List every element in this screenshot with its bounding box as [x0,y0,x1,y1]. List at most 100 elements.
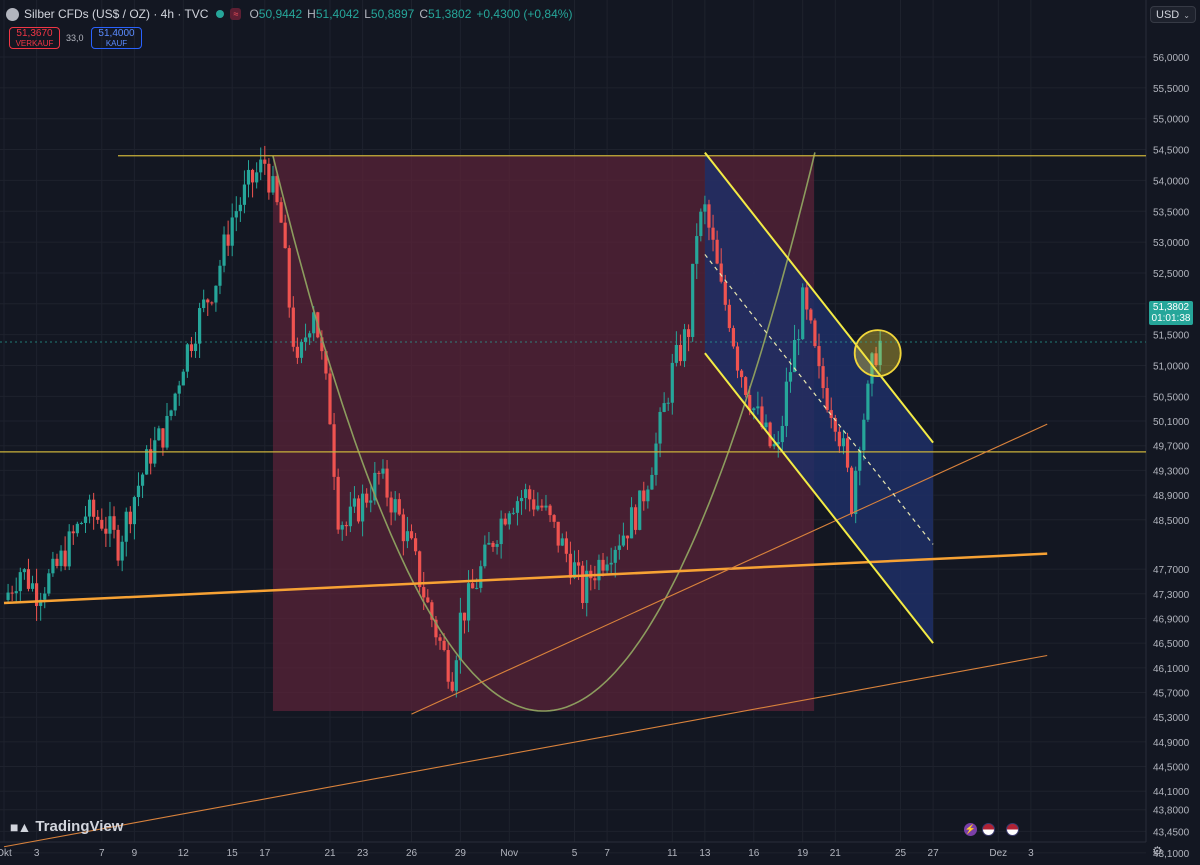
candle-body [544,505,548,508]
candle-body [556,521,560,546]
candle-body [218,265,222,286]
price-tick-label: 48,9000 [1153,491,1190,502]
buy-price: 51,4000 [98,28,135,39]
candle-body [271,176,275,193]
candle-body [536,505,540,510]
time-tick-label: 7 [604,848,610,859]
candle-body [466,583,471,621]
candle-body [320,337,324,352]
candle-body [511,512,515,514]
candle-body [193,343,198,352]
candle-body [385,468,389,498]
symbol-legend[interactable]: Silber CFDs (US$ / OZ) · 4h · TVC ≈ O 50… [6,7,577,21]
sell-label: VERKAUF [15,39,54,48]
candle-body [39,599,43,606]
candle-body [585,570,589,603]
candle-body [340,525,344,530]
candle-body [169,410,173,416]
time-tick-label: 11 [667,848,678,859]
open-value: 50,9442 [258,7,303,21]
candle-body [564,538,568,554]
price-tick-label: 50,5000 [1153,392,1190,403]
price-tick-label: 52,5000 [1153,269,1190,280]
candle-body [30,583,35,589]
time-tick-label: 9 [132,848,138,859]
price-tick-label: 47,3000 [1153,590,1190,601]
candle-body [629,507,634,539]
candle-body [744,377,748,395]
change-value: +0,4300 (+0,84%) [476,7,573,21]
us-flag-icon[interactable] [982,823,995,836]
candle-body [344,525,348,527]
time-tick-label: 19 [797,848,809,859]
candle-body [59,550,63,566]
candle-body [540,505,544,508]
candle-body [499,518,503,545]
us-flag-icon[interactable] [1006,823,1019,836]
price-tick-label: 56,0000 [1153,53,1190,64]
candle-body [503,518,507,525]
candle-body [393,499,397,513]
currency-select[interactable]: USD ⌄ [1150,6,1196,23]
price-axis: 56,0000 55,5000 55,0000 54,5000 54,0000 53,50… [1153,53,1190,860]
high-value: 51,4042 [315,7,360,21]
candle-body [845,438,850,468]
candle-body [784,381,788,426]
candle-body [348,506,352,527]
candle-body [263,159,267,164]
time-tick-label: 17 [259,848,271,859]
price-tick-label: 54,5000 [1153,146,1190,157]
sell-button[interactable]: 51,3670 VERKAUF [9,27,60,49]
candle-body [422,587,426,598]
candle-body [18,572,22,592]
candle-body [748,394,752,411]
candle-body [805,287,809,310]
candle-body [613,549,617,563]
candle-body [780,425,784,443]
low-value: 50,8897 [370,7,415,21]
price-tick-label: 44,5000 [1153,763,1190,774]
candle-body [206,299,210,303]
candle-body [6,592,10,600]
settings-icon[interactable]: ⚙ [1152,844,1163,858]
price-tick-label: 55,5000 [1153,84,1190,95]
time-tick-label: 3 [34,848,40,859]
price-tick-label: 46,9000 [1153,614,1190,625]
candle-body [67,531,71,567]
candle-body [291,307,295,347]
candle-body [413,538,418,552]
lightning-icon[interactable]: ⚡ [964,823,977,836]
candle-body [471,583,475,589]
sell-price: 51,3670 [16,28,53,39]
symbol-logo-icon [6,7,19,21]
time-tick-label: Dez [989,848,1007,859]
candle-body [116,529,120,561]
price-tick-label: 55,0000 [1153,115,1190,126]
candle-body [809,309,813,321]
candle-body [764,422,768,428]
buy-button[interactable]: 51,4000 KAUF [91,27,142,49]
candle-body [792,340,797,373]
price-tick-label: 48,5000 [1153,516,1190,527]
tradingview-logo[interactable]: ■▲ TradingView [10,818,123,835]
candle-body [51,558,55,574]
candle-body [430,602,434,620]
price-tick-label: 44,1000 [1153,787,1190,798]
candle-body [797,339,801,341]
candle-body [299,341,304,358]
candle-body [100,519,104,529]
time-tick-label: 7 [99,848,105,859]
candle-body [524,489,528,498]
candle-body [560,538,564,546]
candle-body [283,222,287,249]
time-tick-label: Nov [500,848,518,859]
support-trendline [3,552,1048,605]
candle-body [369,500,373,503]
candle-body [841,438,846,447]
price-tick-label: 50,1000 [1153,417,1190,428]
candle-body [361,493,365,522]
candle-body [214,285,218,303]
candle-body [303,337,308,342]
